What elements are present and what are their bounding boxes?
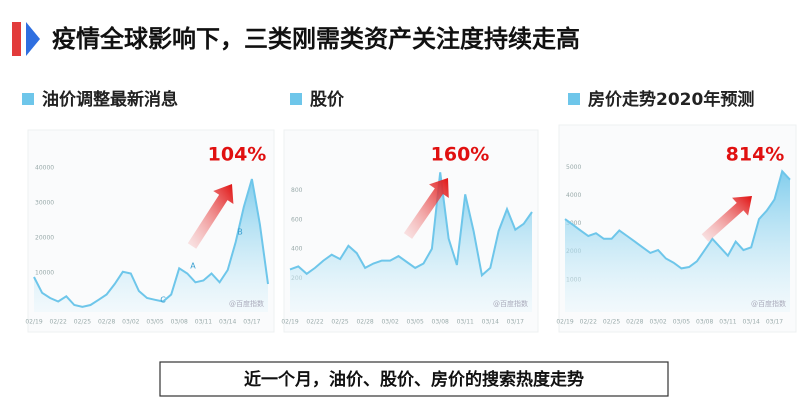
- legend-swatch: [290, 93, 302, 105]
- x-tick-label: 03/14: [219, 319, 236, 326]
- x-tick-label: 03/14: [482, 319, 499, 326]
- legend-swatch: [22, 93, 34, 105]
- x-tick-label: 03/05: [673, 319, 690, 326]
- chart-title: 股价: [310, 90, 345, 110]
- y-tick-label: 30000: [35, 200, 54, 207]
- legend-swatch: [568, 93, 580, 105]
- area: [290, 172, 532, 312]
- page-title: 疫情全球影响下，三类刚需类资产关注度持续走高: [52, 25, 580, 53]
- x-tick-label: 03/05: [407, 319, 424, 326]
- area: [565, 171, 790, 312]
- x-tick-label: 02/28: [626, 319, 643, 326]
- line: [289, 172, 533, 278]
- watermark: @百度指数: [229, 299, 264, 308]
- x-tick-label: 02/19: [556, 319, 573, 326]
- x-tick-label: 03/11: [195, 319, 212, 326]
- header-icon-blue: [26, 22, 40, 56]
- x-tick-label: 02/25: [74, 319, 91, 326]
- x-tick-label: 03/08: [171, 319, 188, 326]
- trend-arrow: [187, 184, 234, 249]
- x-tick-label: 02/19: [281, 319, 298, 326]
- x-tick-label: 03/11: [457, 319, 474, 326]
- growth-label: 160%: [431, 144, 490, 166]
- footer-caption: 近一个月，油价、股价、房价的搜索热度走势: [244, 369, 584, 390]
- growth-label: 814%: [726, 144, 785, 166]
- y-tick-label: 3000: [566, 220, 581, 227]
- point-label: C: [160, 296, 166, 305]
- x-tick-label: 03/17: [766, 319, 783, 326]
- x-tick-label: 03/11: [719, 319, 736, 326]
- header-icon-red: [12, 22, 21, 56]
- line: [564, 169, 791, 270]
- x-tick-label: 02/22: [580, 319, 597, 326]
- y-tick-label: 20000: [35, 235, 54, 242]
- x-tick-label: 03/08: [432, 319, 449, 326]
- x-tick-label: 02/22: [50, 319, 67, 326]
- watermark: @百度指数: [493, 299, 528, 308]
- x-tick-label: 03/05: [146, 319, 163, 326]
- x-tick-label: 03/02: [122, 319, 139, 326]
- x-tick-label: 03/08: [696, 319, 713, 326]
- y-tick-label: 600: [291, 216, 303, 223]
- point-label: A: [190, 262, 196, 271]
- y-tick-label: 10000: [35, 270, 54, 277]
- x-tick-label: 02/22: [306, 319, 323, 326]
- x-tick-label: 03/02: [649, 319, 666, 326]
- y-tick-label: 40000: [35, 165, 54, 172]
- watermark: @百度指数: [751, 299, 786, 308]
- growth-label: 104%: [208, 144, 267, 166]
- trend-arrow: [403, 178, 449, 239]
- x-tick-label: 03/17: [507, 319, 524, 326]
- y-tick-label: 4000: [566, 192, 581, 199]
- y-tick-label: 800: [291, 187, 303, 194]
- point-label: B: [237, 228, 243, 237]
- x-tick-label: 03/14: [743, 319, 760, 326]
- y-tick-label: 400: [291, 246, 303, 253]
- trend-arrow: [701, 196, 752, 242]
- area: [34, 179, 268, 312]
- x-tick-label: 02/19: [25, 319, 42, 326]
- chart-title: 房价走势2020年预测: [588, 89, 754, 110]
- x-tick-label: 03/17: [243, 319, 260, 326]
- x-tick-label: 02/25: [603, 319, 620, 326]
- x-tick-label: 02/28: [356, 319, 373, 326]
- line: [33, 178, 269, 308]
- footer-box: [159, 361, 669, 397]
- x-tick-label: 03/02: [381, 319, 398, 326]
- x-tick-label: 02/25: [331, 319, 348, 326]
- y-tick-label: 5000: [566, 164, 581, 171]
- x-tick-label: 02/28: [98, 319, 115, 326]
- chart-title: 油价调整最新消息: [42, 89, 178, 110]
